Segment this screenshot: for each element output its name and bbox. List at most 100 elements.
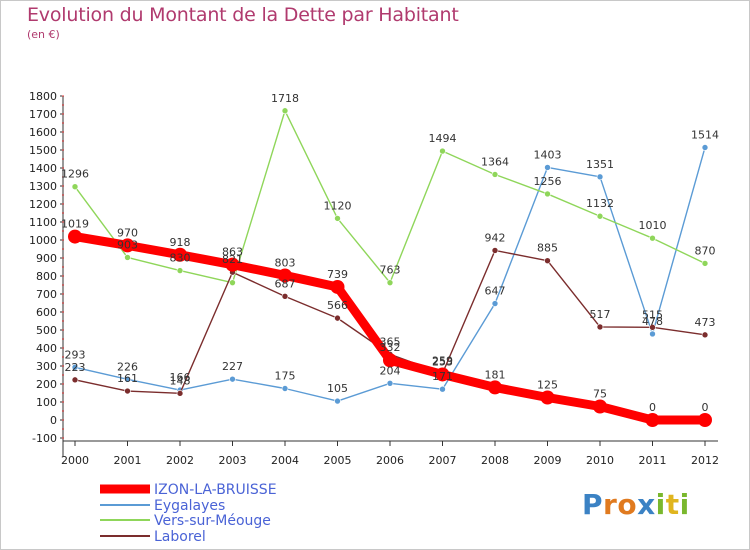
data-point [229, 375, 236, 383]
data-label: 259 [432, 354, 453, 367]
y-tick-label: 1300 [29, 180, 57, 193]
data-point [439, 147, 446, 155]
data-point [596, 173, 604, 181]
data-label: 515 [642, 308, 663, 321]
data-point [701, 144, 709, 151]
data-point [278, 268, 292, 283]
data-point [386, 279, 394, 286]
y-tick-label: 1800 [29, 90, 57, 103]
data-point [124, 387, 131, 395]
data-point [439, 385, 446, 393]
y-tick-label: 1400 [29, 162, 57, 175]
data-point [71, 376, 79, 384]
x-tick-label: 2003 [219, 454, 247, 467]
data-label: 1494 [429, 132, 457, 145]
data-label: 918 [170, 236, 191, 249]
legend-label: IZON-LA-BRUISSE [154, 482, 277, 498]
data-label: 1256 [534, 175, 562, 188]
data-point [491, 247, 499, 254]
data-label: 175 [275, 370, 296, 383]
data-label: 1296 [61, 168, 89, 181]
brand-logo: Proxiti [582, 488, 690, 521]
data-label: 517 [590, 308, 611, 321]
data-point [435, 367, 450, 382]
data-label: 0 [649, 401, 656, 414]
data-point [649, 323, 656, 331]
brand-letter: r [603, 488, 618, 521]
data-point [540, 390, 555, 405]
y-tick-label: 500 [36, 324, 57, 337]
data-point [596, 323, 604, 331]
data-point [120, 238, 135, 253]
data-point [645, 413, 660, 427]
data-point [544, 257, 551, 265]
data-label: 227 [222, 360, 243, 373]
data-label: 161 [117, 372, 138, 385]
x-tick-label: 2008 [481, 454, 509, 467]
data-point [701, 260, 709, 267]
data-point [544, 190, 551, 198]
data-point [281, 293, 289, 300]
data-point [281, 107, 289, 115]
y-tick-label: 1200 [29, 198, 57, 211]
data-point [334, 215, 341, 222]
y-tick-label: 900 [36, 252, 57, 265]
chart-axes: -100010020030040050060070080090010001100… [29, 90, 719, 467]
brand-letter: P [582, 488, 604, 521]
data-point [225, 257, 240, 272]
data-label: 226 [117, 360, 138, 373]
x-tick-label: 2001 [114, 454, 142, 467]
brand-letter: t [665, 488, 680, 521]
data-label: 1019 [61, 218, 89, 231]
brand-letter: o [617, 488, 638, 521]
data-label: 803 [275, 256, 296, 269]
data-point [544, 164, 551, 171]
data-point [229, 279, 236, 286]
y-tick-label: 600 [36, 306, 57, 319]
data-label: 332 [380, 341, 401, 354]
chart-unit-label: (en €) [27, 28, 60, 41]
data-label: 1351 [586, 158, 614, 171]
data-label: 821 [222, 253, 243, 266]
chart-data-labels: 293 226 166 227 175 105 204 171 647 1403 1351 478 15… [61, 92, 719, 414]
x-tick-label: 2007 [429, 454, 457, 467]
data-point [173, 247, 187, 262]
y-tick-label: 1000 [29, 234, 57, 247]
x-tick-label: 2011 [639, 454, 667, 467]
data-point [71, 363, 79, 371]
data-label: 171 [432, 370, 453, 383]
data-point [124, 254, 131, 261]
y-tick-label: 700 [36, 288, 57, 301]
data-point [491, 300, 499, 307]
data-point [124, 376, 131, 383]
y-tick-label: 800 [36, 270, 57, 283]
y-tick-label: 200 [36, 378, 57, 391]
data-label: 0 [702, 401, 709, 414]
brand-letter: x [637, 488, 656, 521]
data-label: 830 [170, 252, 191, 265]
data-label: 970 [117, 226, 138, 239]
data-point [71, 183, 79, 191]
chart-series [68, 107, 712, 427]
data-label: 293 [65, 348, 86, 361]
data-label: 148 [170, 374, 191, 387]
data-label: 1403 [534, 148, 562, 161]
data-label: 166 [170, 371, 191, 384]
y-tick-label: 0 [50, 414, 57, 427]
legend-label: Vers-sur-Méouge [154, 513, 271, 529]
data-label: 204 [380, 364, 401, 377]
x-tick-label: 2000 [61, 454, 89, 467]
data-point [596, 212, 604, 220]
data-point [386, 379, 394, 387]
data-label: 870 [695, 244, 716, 257]
data-label: 1364 [481, 155, 509, 168]
data-point [488, 380, 502, 395]
chart-title: Evolution du Montant de la Dette par Hab… [27, 4, 459, 26]
data-label: 1010 [639, 219, 667, 232]
x-tick-label: 2009 [534, 454, 562, 467]
x-tick-label: 2005 [324, 454, 352, 467]
data-label: 253 [432, 355, 453, 368]
y-tick-label: 300 [36, 360, 57, 373]
data-label: 1120 [324, 199, 352, 212]
